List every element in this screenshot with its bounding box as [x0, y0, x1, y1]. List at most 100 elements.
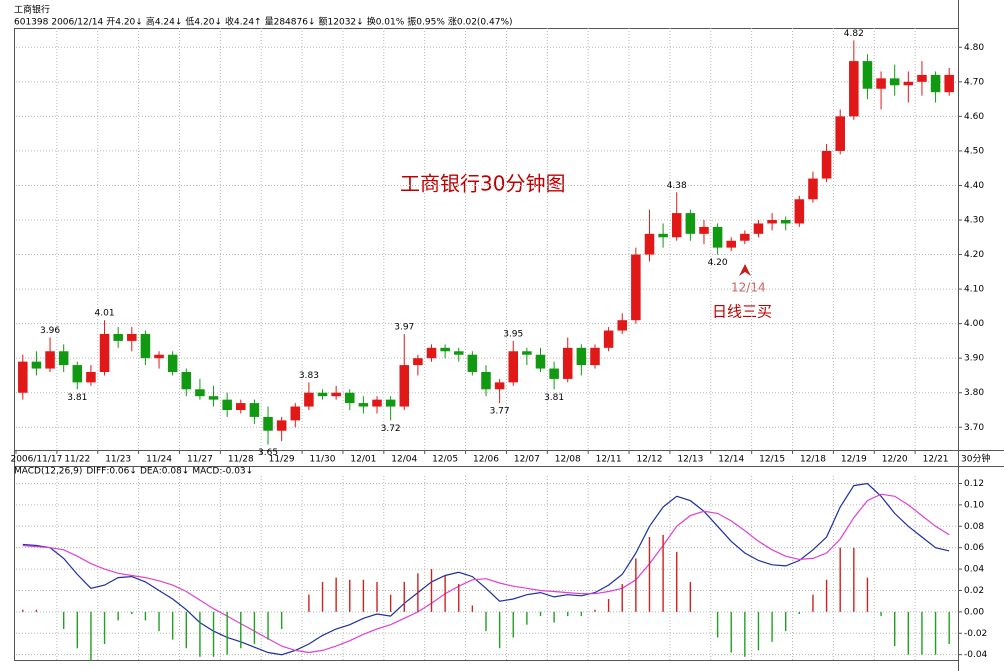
candle-body — [753, 223, 764, 234]
candle-body — [808, 178, 818, 200]
candle-body — [821, 150, 832, 179]
candle-body — [222, 399, 232, 410]
quote-item: 开4.20↓ — [106, 17, 143, 28]
quote-item: 换0.01% — [367, 16, 405, 28]
candle-body — [889, 78, 900, 86]
candle-body — [944, 74, 954, 93]
quote-item: 涨0.02(0.47%) — [448, 17, 513, 28]
candle-body — [181, 372, 192, 390]
x-tick-label: 11/22 — [64, 455, 90, 465]
x-tick-label: 11/24 — [146, 455, 172, 465]
candle-body — [426, 347, 437, 359]
price-label: 3.81 — [67, 393, 87, 403]
candle-body — [290, 406, 301, 421]
indicator-line — [22, 482, 950, 656]
candle-body — [780, 220, 791, 224]
candle-body — [249, 403, 260, 417]
legend-status: :-0.03↓ — [219, 467, 253, 477]
price-label: 3.96 — [40, 326, 60, 336]
candle-body — [453, 351, 464, 355]
chart-title: 工商银行 — [14, 4, 50, 16]
candle-body — [849, 61, 859, 117]
candle-body — [276, 420, 287, 431]
quote-item: 低4.20↓ — [185, 16, 222, 28]
quote-item: 2006/12/14 — [51, 18, 103, 28]
candle-body — [794, 199, 805, 224]
x-tick-label: 12/08 — [555, 455, 581, 465]
y-tick-label: 4.20 — [964, 250, 984, 260]
y-tick-label: 0.02 — [964, 586, 984, 596]
candle-body — [726, 240, 736, 248]
candle-body — [685, 213, 696, 234]
candle-body — [522, 351, 532, 355]
legend-status: :0.08↓ — [159, 467, 190, 477]
y-tick-label: 4.50 — [964, 146, 984, 156]
annotation: 日线三买 — [712, 303, 772, 321]
candle-body — [576, 347, 587, 366]
candle-body — [917, 74, 927, 82]
candle-body — [699, 226, 709, 234]
candle-body — [535, 354, 546, 369]
x-tick-label: 12/13 — [677, 455, 703, 465]
quote-item: 高4.24↓ — [146, 16, 183, 28]
price-label: 4.01 — [95, 309, 115, 319]
x-tick-label: 2006/11/17 — [10, 455, 62, 465]
indicator-line — [22, 493, 950, 654]
candle-body — [862, 61, 873, 89]
candle-body — [494, 382, 505, 390]
x-tick-label: 12/07 — [514, 455, 540, 465]
candle-body — [603, 330, 614, 348]
legend-status: :0.06↓ — [106, 467, 137, 477]
candle-body — [195, 389, 205, 397]
candle-body — [876, 78, 886, 89]
y-tick-label: 0.04 — [964, 565, 984, 575]
y-tick-label: 0.06 — [964, 543, 984, 553]
price-label: 3.65 — [258, 448, 278, 458]
candle-body — [31, 361, 42, 369]
x-tick-label: 12/11 — [596, 455, 622, 465]
candle-body — [835, 116, 845, 151]
candle-body — [331, 392, 341, 397]
candle-body — [549, 368, 559, 379]
x-tick-label: 12/21 — [923, 455, 949, 465]
candle-body — [481, 372, 491, 390]
y-tick-label: 0.00 — [964, 607, 984, 617]
candle-body — [72, 365, 83, 383]
x-tick-label: 11/28 — [228, 455, 254, 465]
y-tick-label: 3.70 — [964, 423, 984, 433]
annotation: 12/14 — [731, 281, 766, 295]
x-tick-label: 12/01 — [350, 455, 376, 465]
y-tick-label: 4.40 — [964, 181, 984, 191]
candle-body — [658, 233, 668, 238]
candle-body — [86, 372, 96, 383]
x-tick-label: 12/15 — [759, 455, 785, 465]
candle-body — [767, 220, 777, 224]
price-label: 3.81 — [544, 393, 564, 403]
candle-body — [385, 399, 396, 407]
y-tick-label: 0.12 — [964, 479, 984, 489]
y-tick-label: 4.10 — [964, 285, 984, 295]
candle-body — [358, 403, 369, 407]
candle-body — [562, 347, 573, 379]
price-label: 4.82 — [844, 29, 864, 39]
x-tick-label: 12/14 — [718, 455, 744, 465]
y-tick-label: 3.80 — [964, 388, 984, 398]
candle-body — [127, 334, 137, 341]
candle-body — [671, 213, 682, 238]
quote-item: 额12032↓ — [319, 16, 364, 28]
candle-body — [345, 392, 355, 404]
quote-item: 601398 — [14, 18, 49, 28]
candle-body — [18, 361, 28, 393]
legend-name: DEA — [140, 467, 160, 477]
candle-body — [903, 81, 914, 86]
x-tick-label: 12/20 — [882, 455, 908, 465]
candle-body — [413, 358, 423, 366]
y-tick-label: 0.10 — [964, 500, 984, 510]
x-tick-label: 12/18 — [800, 455, 826, 465]
candle-body — [930, 74, 941, 93]
price-label: 4.20 — [708, 258, 728, 268]
candle-body — [140, 334, 151, 359]
price-label: 3.97 — [394, 323, 414, 333]
indicator-title: MACD(12,26,9) — [14, 467, 82, 477]
